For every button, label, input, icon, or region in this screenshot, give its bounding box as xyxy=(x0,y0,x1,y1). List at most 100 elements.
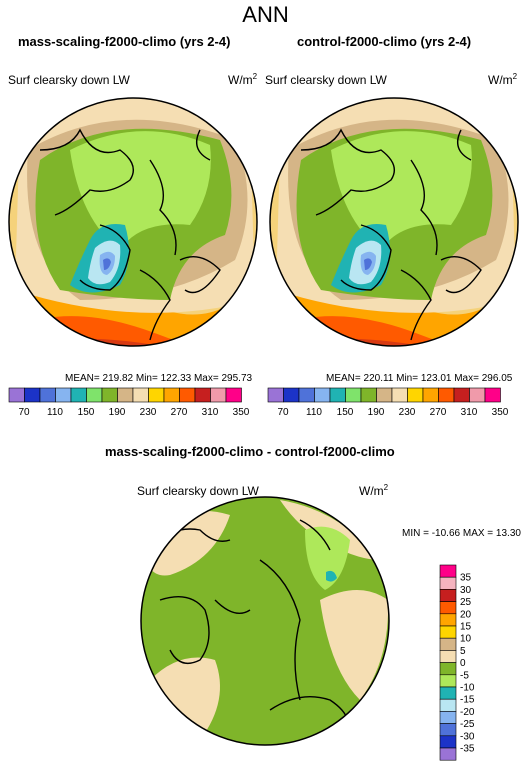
panel-1-stats: MEAN= 219.82 Min= 122.33 Max= 295.73 xyxy=(65,373,253,384)
colorbar-2-tick-label: 190 xyxy=(368,407,385,418)
colorbar-diff-swatch xyxy=(439,662,457,676)
colorbar-1-tick-label: 310 xyxy=(202,407,219,418)
colorbar-2-swatch xyxy=(438,387,455,403)
map-diff-fill xyxy=(141,497,389,745)
colorbar-1-swatch xyxy=(39,387,56,403)
colorbar-diff-tick-label: 25 xyxy=(460,597,472,608)
diff-panel-minmax: MIN = -10.66 MAX = 13.30 xyxy=(402,528,521,539)
colorbar-2-tick-label: 110 xyxy=(306,407,322,418)
colorbar-1-tick-label: 70 xyxy=(18,407,30,418)
colorbar-diff-tick-label: -15 xyxy=(460,695,475,706)
colorbar-1-swatch xyxy=(194,387,211,403)
colorbar-2-swatch xyxy=(469,387,486,403)
colorbar-2-tick-label: 350 xyxy=(492,407,509,418)
colorbar-diff-swatch xyxy=(439,564,457,578)
colorbar-2-swatch xyxy=(283,387,300,403)
colorbar-2-swatch xyxy=(376,387,393,403)
panel-2-stats: MEAN= 220.11 Min= 123.01 Max= 296.05 xyxy=(326,373,513,384)
colorbar-2-tick-label: 310 xyxy=(461,407,478,418)
diff-panel-field-label: Surf clearsky down LW xyxy=(137,484,259,498)
colorbar-1-tick-label: 110 xyxy=(47,407,63,418)
map-diff-border xyxy=(140,496,390,746)
colorbar-diff-swatch xyxy=(439,735,457,749)
colorbar-diff-tick-label: -5 xyxy=(460,670,469,681)
colorbar-diff-tick-label: 5 xyxy=(460,646,466,657)
colorbar-2-swatch xyxy=(422,387,439,403)
colorbar-diff-swatch xyxy=(439,674,457,688)
colorbar-diff-swatch xyxy=(439,723,457,737)
colorbar-diff-swatch xyxy=(439,589,457,602)
colorbar-diff-swatch xyxy=(439,625,457,639)
colorbar-diff-tick-label: 20 xyxy=(460,609,472,620)
colorbar-2-swatch xyxy=(407,387,424,403)
map-1-fill xyxy=(9,98,257,346)
colorbar-2-swatch xyxy=(329,387,346,403)
colorbar-1-swatch xyxy=(86,387,103,403)
colorbar-1-tick-label: 190 xyxy=(109,407,126,418)
colorbar-diff-swatch xyxy=(439,747,457,761)
colorbar-diff-swatch xyxy=(439,686,457,700)
colorbar-1-tick-label: 350 xyxy=(233,407,250,418)
panel-1-title: mass-scaling-f2000-climo (yrs 2-4) xyxy=(18,34,231,49)
colorbar-diff-tick-label: 30 xyxy=(460,585,472,596)
colorbar-2-swatch xyxy=(298,387,315,403)
colorbar-2-tick-label: 150 xyxy=(337,407,354,418)
colorbar-2-swatch xyxy=(345,387,362,403)
map-2-border xyxy=(269,97,519,347)
panel-1-field-label: Surf clearsky down LW xyxy=(8,73,130,87)
colorbar-diff-tick-label: 35 xyxy=(460,573,472,584)
colorbar-diff-swatch xyxy=(439,576,457,590)
colorbar-diff-tick-label: -25 xyxy=(460,719,475,730)
colorbar-1-swatch xyxy=(55,387,72,403)
map-1-border xyxy=(8,97,258,347)
colorbar-1-tick-label: 270 xyxy=(171,407,188,418)
colorbar-1-swatch xyxy=(225,387,242,403)
colorbar-2-swatch xyxy=(360,387,377,403)
colorbar-diff-tick-label: -35 xyxy=(460,744,475,755)
panel-2-units: W/m2 xyxy=(488,72,518,87)
colorbar-1-swatch xyxy=(70,387,87,403)
colorbar-diff-tick-label: 15 xyxy=(460,622,472,633)
map-1-coastlines xyxy=(39,128,221,341)
colorbar-diff-swatch xyxy=(439,637,457,651)
colorbar-2-swatch xyxy=(484,387,501,403)
colorbar-2-swatch xyxy=(391,387,408,403)
map-2-coastlines xyxy=(300,128,482,341)
colorbar-1-swatch xyxy=(24,387,41,403)
diff-panel-units: W/m2 xyxy=(359,483,389,498)
colorbar-1-tick-label: 230 xyxy=(140,407,157,418)
colorbar-diff-tick-label: -10 xyxy=(460,683,475,694)
colorbar-2-tick-label: 230 xyxy=(399,407,416,418)
diff-panel-title: mass-scaling-f2000-climo - control-f2000… xyxy=(105,444,395,459)
panel-1-units: W/m2 xyxy=(228,72,258,87)
figure-title: ANN xyxy=(242,2,289,27)
colorbar-1-swatch xyxy=(210,387,227,403)
colorbar-panel-1: 70 110 150 190 230 270 310 350 xyxy=(8,387,250,418)
colorbar-diff-tick-label: -20 xyxy=(460,707,475,718)
colorbar-panel-2: 70 110 150 190 230 270 310 350 xyxy=(267,387,509,418)
colorbar-diff-swatch xyxy=(439,698,457,712)
colorbar-diff-tick-label: -30 xyxy=(460,731,475,742)
colorbar-diff-swatch xyxy=(439,601,457,615)
colorbar-1-swatch xyxy=(148,387,165,403)
colorbar-diff-swatch xyxy=(439,613,457,627)
colorbar-2-swatch xyxy=(453,387,470,403)
panel-2-field-label: Surf clearsky down LW xyxy=(265,73,387,87)
colorbar-1-swatch xyxy=(101,387,118,403)
colorbar-diff-swatch xyxy=(439,650,457,663)
colorbar-diff-tick-label: 10 xyxy=(460,634,472,645)
colorbar-1-swatch xyxy=(8,387,25,403)
map-2-fill xyxy=(270,98,518,346)
colorbar-diff-swatch xyxy=(439,711,457,724)
colorbar-diff-tick-label: 0 xyxy=(460,658,466,669)
colorbar-1-tick-label: 150 xyxy=(78,407,95,418)
colorbar-2-tick-label: 270 xyxy=(430,407,447,418)
panel-2-title: control-f2000-climo (yrs 2-4) xyxy=(297,34,472,49)
colorbar-2-swatch xyxy=(267,387,284,403)
colorbar-1-swatch xyxy=(132,387,149,403)
colorbar-1-swatch xyxy=(179,387,196,403)
colorbar-1-swatch xyxy=(163,387,180,403)
colorbar-2-tick-label: 70 xyxy=(277,407,289,418)
